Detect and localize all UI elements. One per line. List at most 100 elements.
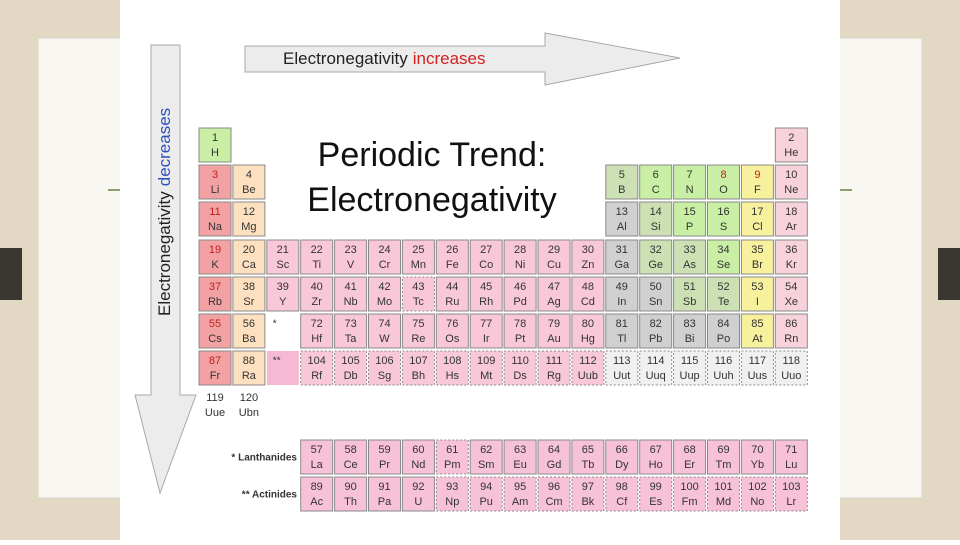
element-cell <box>401 239 435 275</box>
element-symbol: In <box>617 296 626 308</box>
element-cell <box>707 276 740 312</box>
element-symbol: Uue <box>205 407 225 419</box>
element-symbol: Ta <box>345 333 358 345</box>
element-symbol: H <box>211 147 219 159</box>
element-cell <box>232 164 266 200</box>
atomic-number: 76 <box>446 318 458 330</box>
series-label: ** Actinides <box>242 490 298 501</box>
element-symbol: Pa <box>378 496 392 508</box>
element-symbol: Nd <box>411 459 425 471</box>
arrow-right <box>244 32 681 86</box>
element-cell <box>707 476 740 512</box>
element-cell <box>537 313 571 349</box>
element-symbol: K <box>211 259 219 271</box>
element-symbol: Np <box>445 496 459 508</box>
atomic-number: 28 <box>514 244 526 256</box>
element-symbol: Bh <box>412 370 425 382</box>
atomic-number: 112 <box>579 355 597 367</box>
element-symbol: Am <box>512 496 529 508</box>
atomic-number: 78 <box>514 318 526 330</box>
atomic-number: 34 <box>717 244 729 256</box>
element-symbol: Al <box>617 221 627 233</box>
atomic-number: 65 <box>582 444 594 456</box>
atomic-number: 74 <box>378 318 390 330</box>
element-symbol: Uut <box>613 370 630 382</box>
footnote-mark: ** <box>273 356 281 367</box>
atomic-number: 58 <box>344 444 356 456</box>
element-cell <box>740 313 774 349</box>
atomic-number: 21 <box>277 244 289 256</box>
atomic-number: 25 <box>412 244 424 256</box>
element-cell <box>774 476 808 512</box>
atomic-number: 71 <box>785 444 797 456</box>
atomic-number: 43 <box>412 281 424 293</box>
atomic-number: 61 <box>446 444 458 456</box>
element-cell <box>300 350 334 386</box>
element-symbol: Hs <box>446 370 460 382</box>
element-symbol: Ca <box>242 259 257 271</box>
element-cell <box>469 276 503 312</box>
element-symbol: Cl <box>752 221 762 233</box>
atomic-number: 120 <box>240 392 258 404</box>
element-symbol: Uuh <box>713 370 733 382</box>
element-symbol: U <box>414 496 422 508</box>
element-symbol: Th <box>344 496 357 508</box>
arrow-highlight: increases <box>413 49 486 68</box>
atomic-number: 51 <box>683 281 695 293</box>
element-cell <box>401 439 435 475</box>
element-cell <box>368 350 401 386</box>
element-symbol: Cd <box>581 296 595 308</box>
element-symbol: Y <box>279 296 287 308</box>
element-symbol: Tm <box>716 459 732 471</box>
element-cell <box>774 439 808 475</box>
element-cell <box>368 439 401 475</box>
atomic-number: 33 <box>683 244 695 256</box>
element-symbol: I <box>756 296 759 308</box>
element-cell <box>469 439 503 475</box>
element-cell <box>232 313 266 349</box>
atomic-number: 14 <box>650 206 662 218</box>
atomic-number: 119 <box>206 392 224 404</box>
element-symbol: Lu <box>785 459 797 471</box>
element-cell <box>605 239 639 275</box>
element-cell <box>673 239 707 275</box>
element-cell <box>266 239 300 275</box>
element-cell <box>707 201 740 237</box>
element-symbol: Ge <box>648 259 663 271</box>
element-cell <box>435 476 469 512</box>
element-symbol: Po <box>717 333 730 345</box>
element-symbol: Si <box>651 221 661 233</box>
element-cell <box>537 476 571 512</box>
element-cell <box>537 276 571 312</box>
element-cell <box>707 439 740 475</box>
element-cell <box>571 476 605 512</box>
element-cell <box>740 239 774 275</box>
element-symbol: Se <box>717 259 730 271</box>
element-symbol: La <box>311 459 324 471</box>
element-symbol: Bk <box>581 496 594 508</box>
element-cell <box>435 439 469 475</box>
element-cell <box>334 313 368 349</box>
element-symbol: Na <box>208 221 223 233</box>
element-cell <box>198 127 232 163</box>
element-symbol: Eu <box>513 459 526 471</box>
atomic-number: 17 <box>751 206 763 218</box>
element-symbol: Zr <box>312 296 323 308</box>
atomic-number: 42 <box>378 281 390 293</box>
arrow-text: Electronegativity <box>283 49 408 68</box>
element-cell <box>198 164 232 200</box>
atomic-number: 99 <box>650 481 662 493</box>
element-cell <box>266 314 299 348</box>
element-symbol: Te <box>718 296 730 308</box>
element-cell <box>774 276 808 312</box>
atomic-number: 49 <box>616 281 628 293</box>
side-bar <box>938 248 960 300</box>
element-cell <box>469 313 503 349</box>
element-symbol: Ds <box>513 370 527 382</box>
element-cell <box>401 476 435 512</box>
element-cell <box>707 164 740 200</box>
atomic-number: 18 <box>785 206 797 218</box>
element-cell <box>503 239 537 275</box>
element-cell <box>740 439 774 475</box>
